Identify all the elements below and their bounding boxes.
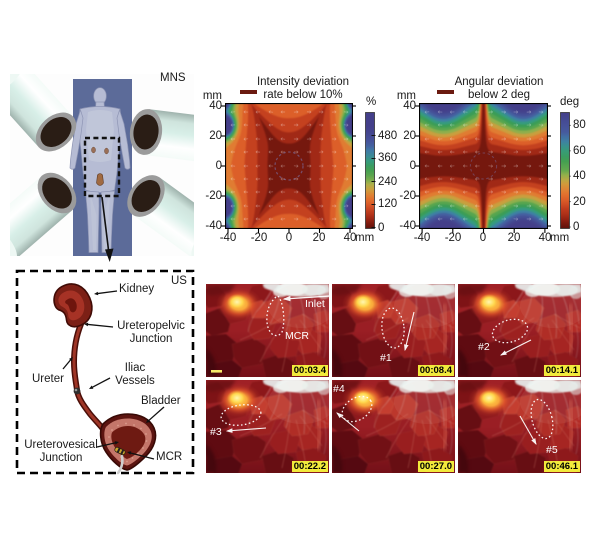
svg-text:#3: #3: [210, 426, 222, 438]
svg-text:#2: #2: [478, 341, 490, 353]
svg-text:#5: #5: [546, 444, 558, 456]
svg-text:MCR: MCR: [285, 330, 309, 342]
svg-text:#1: #1: [380, 352, 392, 364]
svg-text:#4: #4: [333, 383, 345, 395]
svg-text:Inlet: Inlet: [305, 298, 325, 310]
